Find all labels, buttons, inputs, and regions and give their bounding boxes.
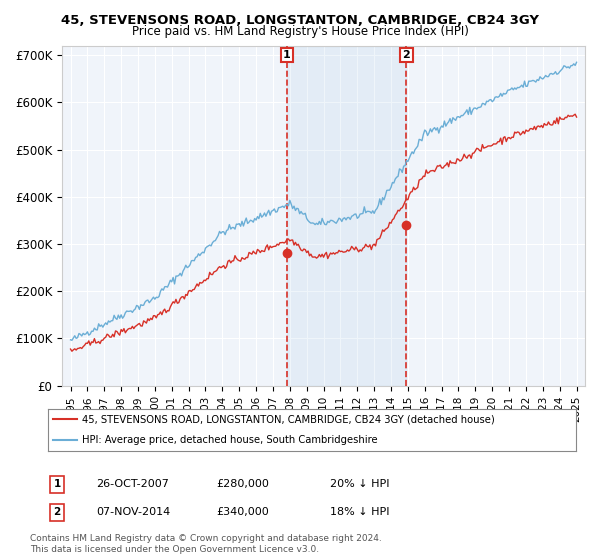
Text: 26-OCT-2007: 26-OCT-2007	[96, 479, 169, 489]
Text: 2: 2	[403, 50, 410, 60]
Text: 20% ↓ HPI: 20% ↓ HPI	[330, 479, 389, 489]
Text: 1: 1	[283, 50, 291, 60]
Text: 2: 2	[53, 507, 61, 517]
Text: 1: 1	[53, 479, 61, 489]
Text: Price paid vs. HM Land Registry's House Price Index (HPI): Price paid vs. HM Land Registry's House …	[131, 25, 469, 38]
Text: 45, STEVENSONS ROAD, LONGSTANTON, CAMBRIDGE, CB24 3GY (detached house): 45, STEVENSONS ROAD, LONGSTANTON, CAMBRI…	[82, 414, 495, 424]
Text: 07-NOV-2014: 07-NOV-2014	[96, 507, 170, 517]
Text: 45, STEVENSONS ROAD, LONGSTANTON, CAMBRIDGE, CB24 3GY: 45, STEVENSONS ROAD, LONGSTANTON, CAMBRI…	[61, 14, 539, 27]
Text: 18% ↓ HPI: 18% ↓ HPI	[330, 507, 389, 517]
Text: HPI: Average price, detached house, South Cambridgeshire: HPI: Average price, detached house, Sout…	[82, 435, 378, 445]
Bar	[287, 46, 406, 386]
Text: £340,000: £340,000	[216, 507, 269, 517]
Text: £280,000: £280,000	[216, 479, 269, 489]
Text: Contains HM Land Registry data © Crown copyright and database right 2024.: Contains HM Land Registry data © Crown c…	[30, 534, 382, 543]
Text: This data is licensed under the Open Government Licence v3.0.: This data is licensed under the Open Gov…	[30, 545, 319, 554]
